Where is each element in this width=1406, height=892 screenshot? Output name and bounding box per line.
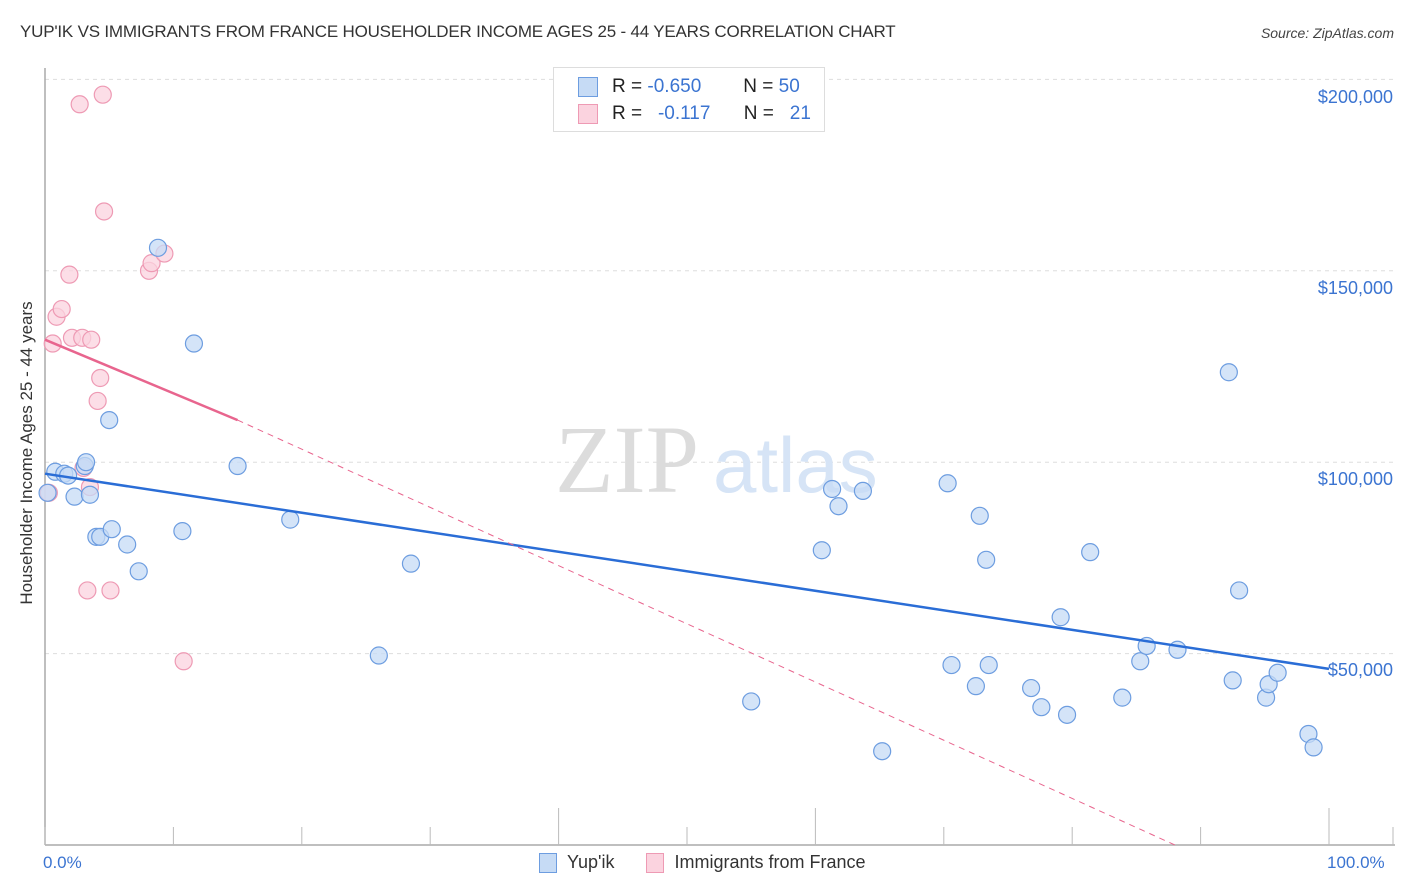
data-point-yupik <box>281 510 300 529</box>
y-tick-200000: $200,000 <box>1317 87 1393 107</box>
legend-swatch-yupik <box>578 77 598 97</box>
n-value-france: 21 <box>789 103 811 124</box>
data-point-yupik <box>1032 698 1051 717</box>
data-point-france <box>142 254 161 273</box>
data-point-yupik <box>401 554 421 573</box>
axes <box>44 68 1395 846</box>
series-immigrants-from-france <box>39 85 193 671</box>
legend-swatch-france <box>646 852 665 873</box>
data-point-france <box>93 85 112 104</box>
legend-item-france[interactable]: Immigrants from France <box>646 852 866 873</box>
data-point-france <box>101 581 120 600</box>
series-legend: Yup'ik Immigrants from France <box>539 852 898 873</box>
y-axis-label: Householder Income Ages 25 - 44 years <box>17 301 36 605</box>
stats-legend: R = -0.650 N = 50 R = -0.117 N = 21 <box>553 67 825 132</box>
n-value-yupik: 50 <box>778 76 800 97</box>
data-point-yupik <box>977 550 996 569</box>
r-value-france: -0.117 <box>657 103 711 124</box>
x-tick-0: 0.0% <box>43 853 82 872</box>
x-tick-100: 100.0% <box>1327 853 1385 872</box>
trend-lines <box>44 338 1330 846</box>
data-point-yupik <box>938 474 957 493</box>
data-point-france <box>91 368 110 388</box>
y-tick-100000: $100,000 <box>1317 469 1393 489</box>
data-point-france <box>94 202 114 221</box>
data-point-yupik <box>1223 671 1242 690</box>
data-point-yupik <box>942 655 961 675</box>
chart-title: YUP'IK VS IMMIGRANTS FROM FRANCE HOUSEHO… <box>20 22 896 41</box>
data-point-yupik <box>1268 663 1287 682</box>
data-point-yupik <box>1304 738 1323 757</box>
data-point-yupik <box>1113 688 1132 707</box>
data-point-france <box>60 265 79 284</box>
r-value-yupik: -0.650 <box>647 76 702 97</box>
data-point-france <box>78 581 97 600</box>
data-point-yupik <box>1081 543 1100 562</box>
data-point-yupik <box>742 692 761 711</box>
trend-line-france <box>44 338 239 422</box>
y-tick-50000: $50,000 <box>1327 660 1393 680</box>
data-point-yupik <box>369 646 388 665</box>
y-tick-150000: $150,000 <box>1317 278 1393 298</box>
data-point-yupik <box>173 522 192 541</box>
data-point-yupik <box>184 334 204 353</box>
data-point-yupik <box>1131 652 1150 671</box>
data-point-yupik <box>873 742 892 761</box>
data-point-yupik <box>118 535 137 554</box>
data-point-yupik <box>822 479 842 499</box>
data-point-yupik <box>1057 705 1077 724</box>
data-point-yupik <box>38 483 57 502</box>
watermark: ZIP atlas <box>555 406 878 513</box>
watermark-atlas: atlas <box>713 421 878 509</box>
data-point-yupik <box>76 453 96 472</box>
data-point-yupik <box>148 238 168 257</box>
data-point-france <box>70 95 89 114</box>
legend-item-yupik[interactable]: Yup'ik <box>539 852 614 873</box>
data-point-france <box>82 330 101 349</box>
data-point-yupik <box>853 481 873 501</box>
legend-row-yupik: R = -0.650 N = 50 <box>578 75 800 99</box>
watermark-zip: ZIP <box>555 406 699 513</box>
data-point-france <box>88 391 107 411</box>
data-point-france <box>52 299 71 319</box>
data-point-yupik <box>228 456 247 476</box>
data-point-yupik <box>100 410 119 430</box>
trend-line-france-extension <box>237 419 1176 846</box>
data-point-yupik <box>102 520 121 539</box>
data-point-yupik <box>829 497 848 516</box>
source-label: Source: ZipAtlas.com <box>1260 25 1394 41</box>
data-point-yupik <box>1230 581 1249 600</box>
data-point-yupik <box>65 487 84 506</box>
data-point-yupik <box>129 562 148 581</box>
data-point-yupik <box>979 655 998 675</box>
data-point-yupik <box>1022 678 1041 698</box>
data-point-yupik <box>80 485 100 504</box>
data-point-yupik <box>966 677 986 696</box>
series-yupik <box>38 238 1323 761</box>
legend-row-france: R = -0.117 N = 21 <box>578 102 811 126</box>
data-point-france <box>174 652 193 671</box>
data-point-yupik <box>1051 608 1070 627</box>
data-point-yupik <box>970 506 989 525</box>
legend-swatch-yupik <box>539 852 557 873</box>
data-point-yupik <box>812 541 831 560</box>
legend-swatch-france <box>578 104 598 124</box>
trend-line-yupik <box>44 472 1330 671</box>
gridlines <box>45 78 1395 655</box>
data-point-yupik <box>1219 363 1238 382</box>
